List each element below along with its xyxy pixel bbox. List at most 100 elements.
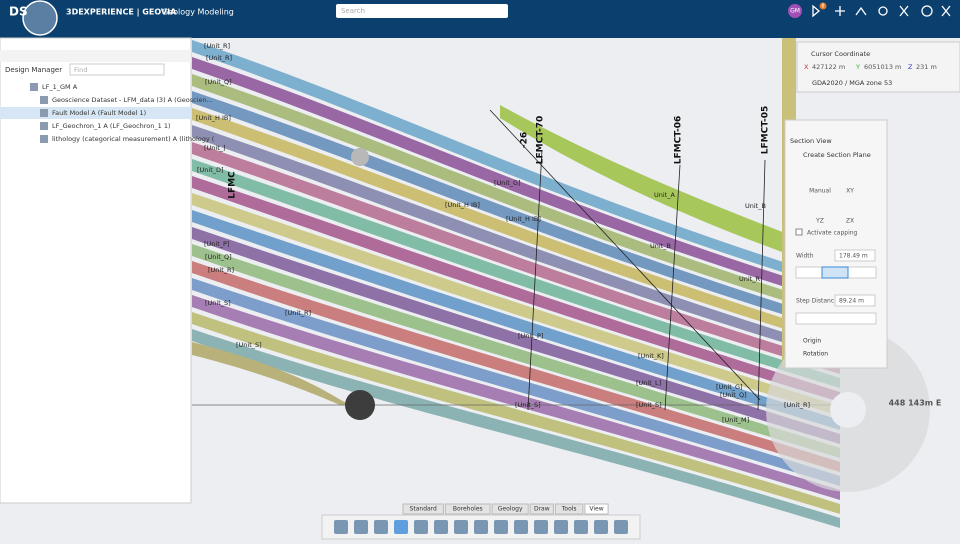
tab[interactable] — [402, 503, 444, 515]
compass-hole — [830, 392, 866, 428]
panel-title: Design Manager — [5, 66, 62, 74]
tree-icon — [40, 135, 48, 143]
tab[interactable] — [584, 503, 609, 515]
yz[interactable]: YZ — [815, 218, 824, 225]
unit-label: [Unit_R] — [784, 401, 810, 409]
icon[interactable] — [899, 5, 909, 17]
icon[interactable] — [812, 4, 821, 18]
tab-label: View — [589, 506, 603, 513]
band — [192, 261, 840, 472]
tool-icon[interactable] — [334, 520, 348, 534]
band — [192, 142, 840, 374]
xy[interactable]: XY — [846, 188, 854, 195]
unit-label: Unit_B — [745, 202, 766, 210]
unit-label: Unit_A — [654, 191, 675, 199]
step-buttons[interactable] — [795, 312, 877, 325]
band — [192, 278, 840, 486]
compass: 448 143m E — [766, 328, 941, 492]
width-input[interactable] — [834, 249, 876, 262]
checkbox[interactable] — [795, 228, 803, 236]
tool-icon[interactable] — [594, 520, 608, 534]
zx[interactable]: ZX — [846, 218, 854, 225]
top-icons — [812, 4, 951, 18]
tab-label: Geology — [498, 506, 523, 513]
band — [192, 74, 840, 318]
tree-item: LF_1_GM A — [42, 83, 78, 91]
unit-label: [Unit_] — [204, 144, 226, 152]
find-placeholder: Find — [74, 66, 87, 74]
fault-label: LFMC — [228, 171, 238, 199]
manual[interactable]: Manual — [809, 188, 831, 195]
band — [500, 105, 790, 255]
band — [192, 193, 840, 416]
band — [192, 329, 840, 528]
icon[interactable] — [878, 6, 888, 16]
unit-label: [Unit_R] — [204, 42, 230, 50]
capping: Activate capping — [807, 230, 858, 237]
tool-icon[interactable] — [434, 520, 448, 534]
tab[interactable] — [554, 503, 584, 515]
tool-icon[interactable] — [454, 520, 468, 534]
band — [192, 40, 840, 290]
icon[interactable] — [835, 6, 845, 16]
app-name[interactable]: Geology Modeling — [162, 8, 234, 17]
create-plane[interactable]: Create Section Plane — [803, 151, 871, 159]
fault-trace — [527, 149, 543, 411]
tab[interactable] — [491, 503, 529, 515]
badge-text: 8 — [821, 4, 824, 10]
tool-icon[interactable] — [394, 520, 408, 534]
rotation[interactable]: Rotation — [803, 351, 828, 358]
icon[interactable] — [921, 5, 933, 17]
tool-icon[interactable] — [514, 520, 528, 534]
search-placeholder: Search — [341, 7, 365, 15]
z-label: Z — [908, 63, 913, 71]
tool-icon[interactable] — [554, 520, 568, 534]
tab[interactable] — [444, 503, 491, 515]
fault-label: LFMCT-06 — [674, 116, 684, 165]
tool-icon[interactable] — [354, 520, 368, 534]
unit-label: [Unit_L] — [636, 379, 661, 387]
icon[interactable] — [855, 6, 867, 16]
y-label: Y — [855, 63, 860, 71]
avatar[interactable] — [788, 4, 802, 18]
tree: LF_1_GM A Geoscience Dataset - LFM_data (… — [30, 83, 215, 143]
fault-label: LFMCT-05 — [761, 106, 771, 155]
unit-label: [Unit_S] — [636, 401, 662, 409]
tool-icon[interactable] — [534, 520, 548, 534]
origin[interactable]: Origin — [803, 338, 821, 345]
band — [192, 342, 350, 405]
tree-icon — [40, 96, 48, 104]
tool-icon[interactable] — [414, 520, 428, 534]
band — [192, 312, 840, 514]
tool-icon[interactable] — [494, 520, 508, 534]
unit-label: [Unit_R] — [208, 266, 234, 274]
fault-trace — [757, 159, 766, 411]
fault-label: LFMCT-70 — [536, 116, 546, 165]
handle[interactable] — [345, 390, 375, 420]
unit-label: [Unit_S] — [515, 401, 541, 409]
unit-label: Unit_B — [650, 242, 671, 250]
unit-label: [Unit_S] — [205, 299, 231, 307]
tree-item: LF_Geochron_1 A (LF_Geochron_1 1) — [52, 122, 171, 130]
icon[interactable] — [941, 5, 951, 17]
tool-icon[interactable] — [614, 520, 628, 534]
crs: GDA2020 / MGA zone 53 — [812, 79, 892, 87]
step-input[interactable] — [834, 294, 876, 307]
find-box[interactable] — [69, 63, 165, 76]
band — [192, 125, 840, 360]
band — [192, 295, 840, 500]
tool-icon[interactable] — [574, 520, 588, 534]
tool-icon[interactable] — [374, 520, 388, 534]
fault-trace — [664, 164, 681, 411]
geology-bands — [192, 40, 840, 528]
tab[interactable] — [529, 503, 554, 515]
band — [192, 159, 840, 388]
unit-label: [Unit_D] — [197, 166, 224, 174]
tool-icon[interactable] — [474, 520, 488, 534]
fault-label: -26 — [520, 132, 530, 148]
action-icons — [334, 520, 628, 534]
width-button[interactable] — [821, 266, 849, 279]
search-box[interactable] — [336, 4, 508, 18]
compass-logo[interactable] — [22, 0, 58, 36]
y-value: 6051013 m — [864, 63, 901, 71]
